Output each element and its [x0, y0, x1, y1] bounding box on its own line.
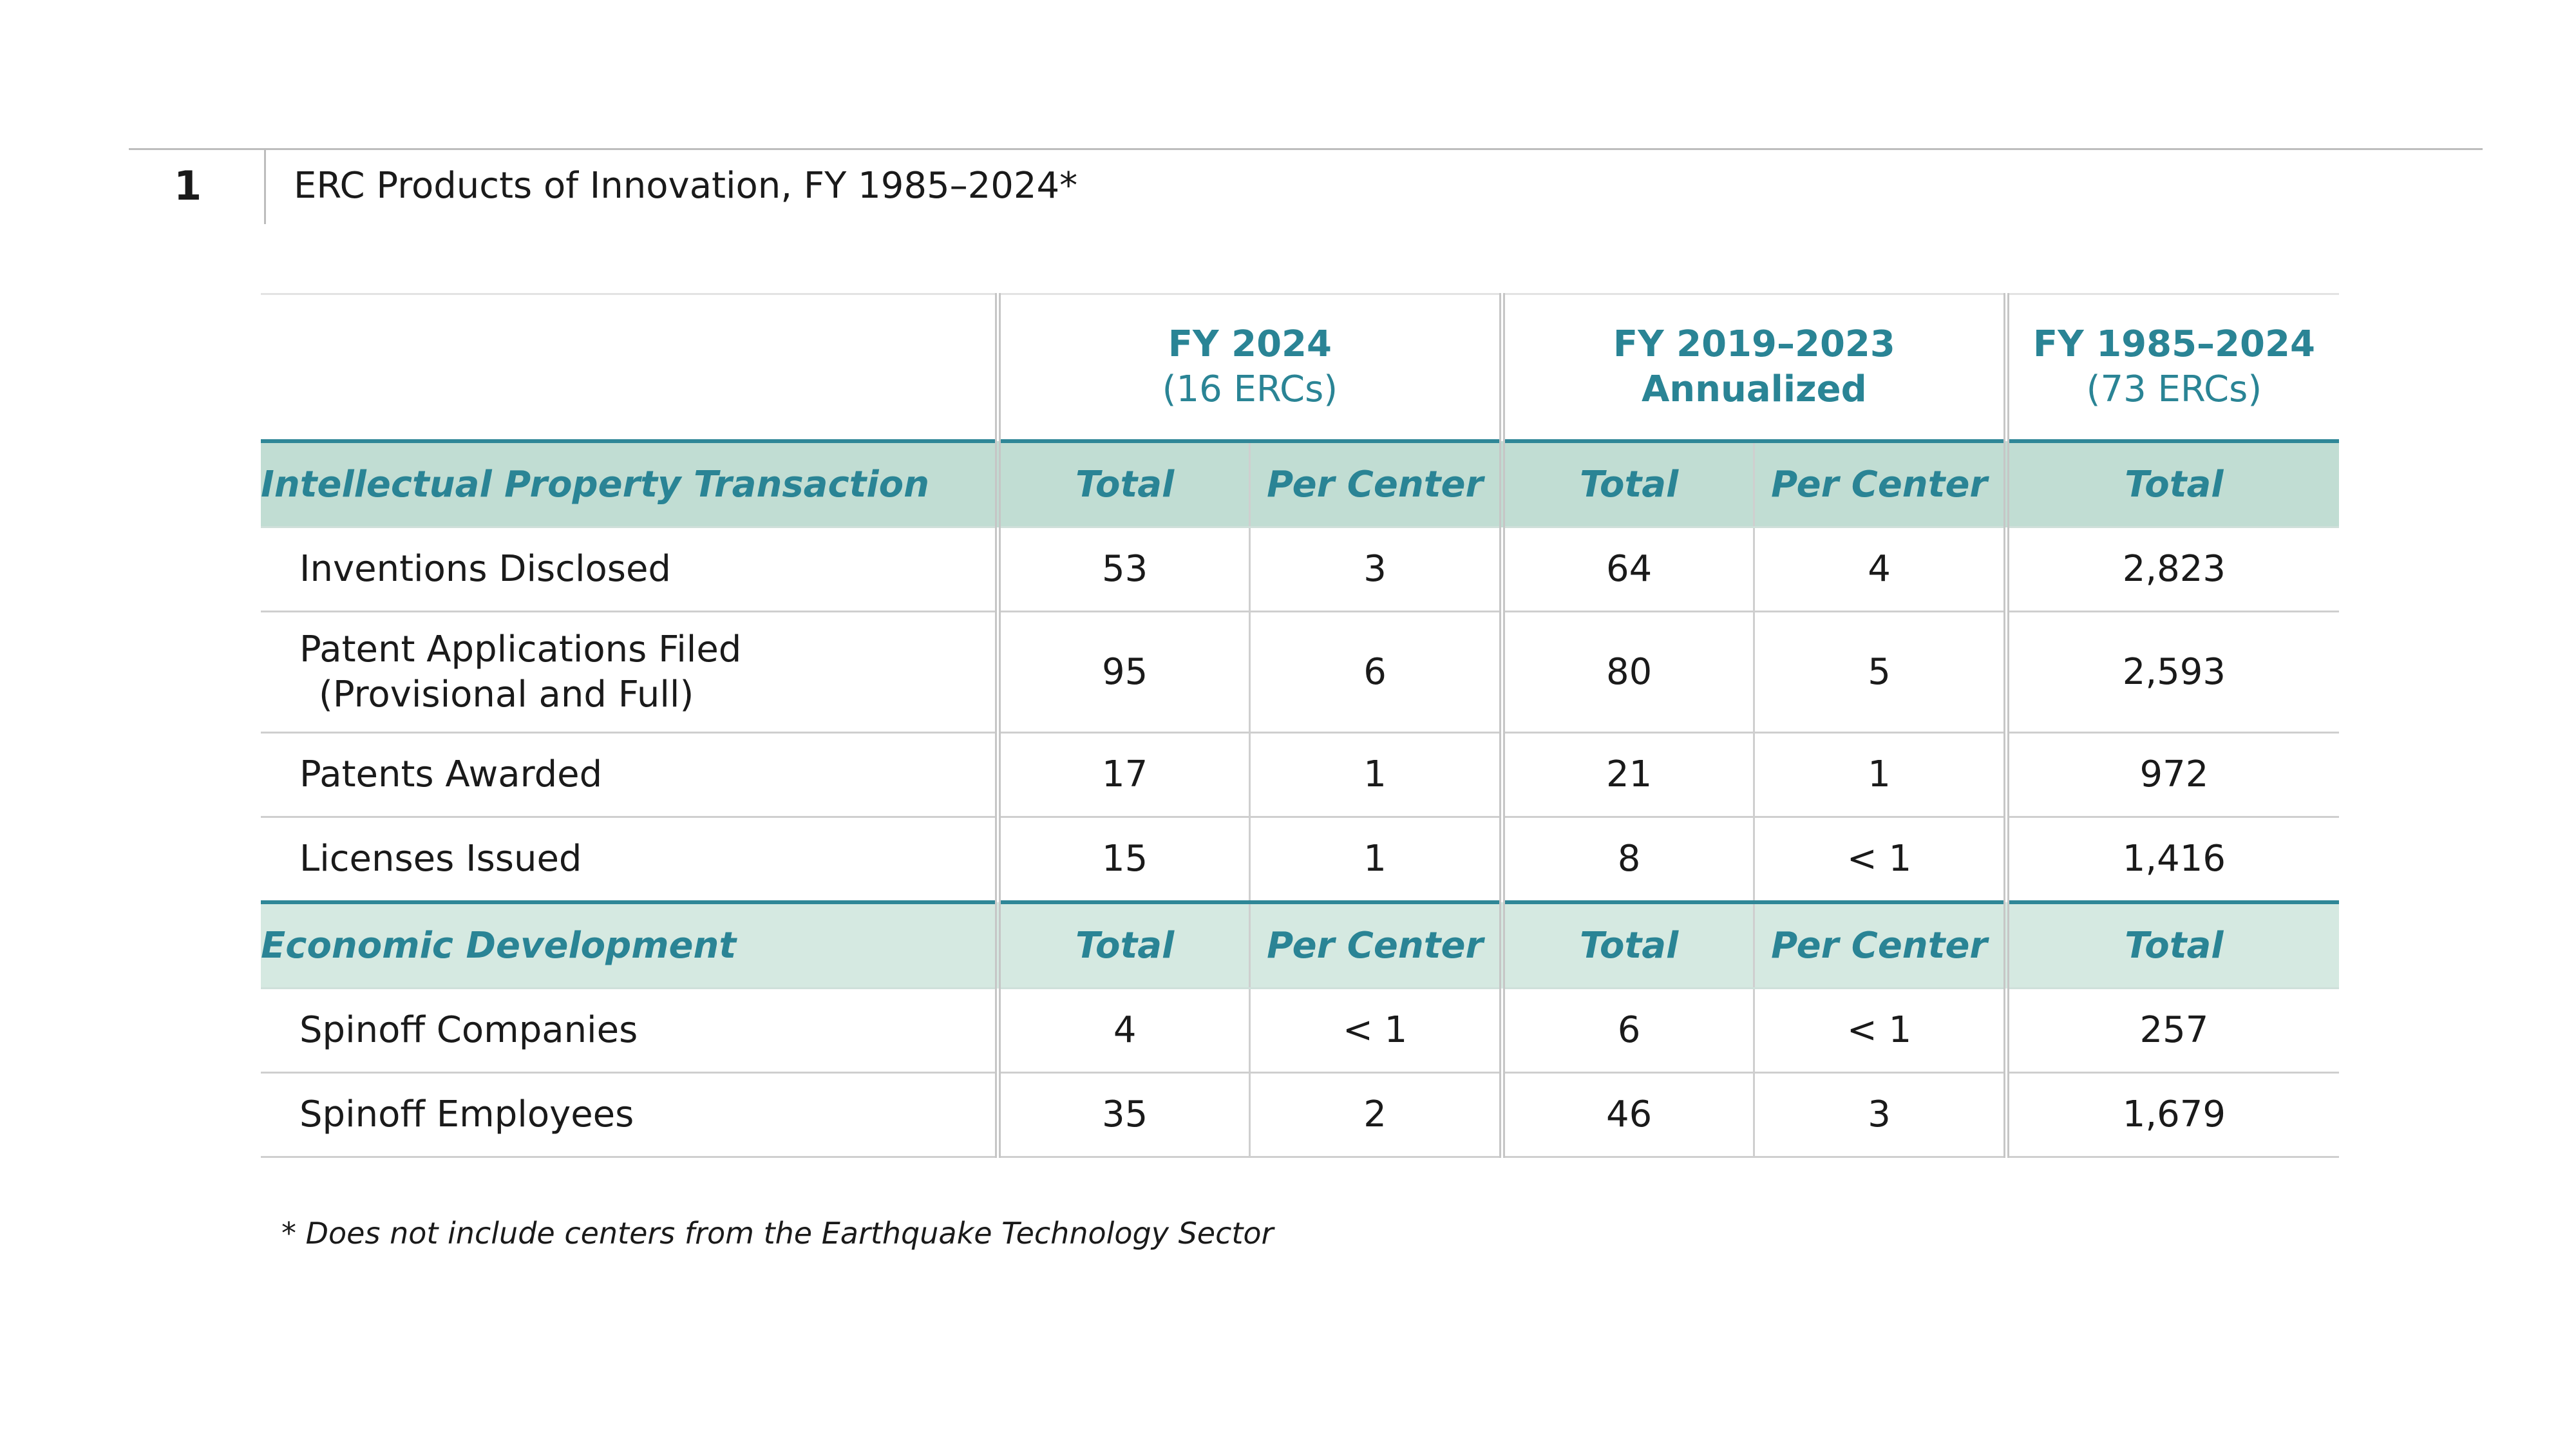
column-header: Total	[994, 900, 1250, 989]
row-label: Patent Applications Filed (Provisional a…	[261, 611, 998, 734]
column-group-fy2024: FY 2024 (16 ERCs)	[994, 293, 1502, 442]
table-row: Patents Awarded 17 1 21 1 972	[261, 732, 2339, 818]
table-cell: 2,823	[2003, 527, 2339, 612]
table-cell: 35	[994, 1072, 1250, 1158]
column-header: Per Center	[1249, 900, 1502, 989]
table-cell: < 1	[1753, 988, 2007, 1074]
row-label: Patents Awarded	[261, 732, 998, 818]
table-cell: < 1	[1249, 988, 1502, 1074]
table-cell: 46	[1499, 1072, 1754, 1158]
table-cell: 6	[1499, 988, 1754, 1074]
table-row: Spinoff Companies 4 < 1 6 < 1 257	[261, 988, 2339, 1074]
column-group-fy2019-2023: FY 2019–2023 Annualized	[1499, 293, 2007, 442]
column-group-subtitle: (73 ERCs)	[2086, 368, 2262, 410]
table-row: Licenses Issued 15 1 8 < 1 1,416	[261, 817, 2339, 904]
table-cell: 80	[1499, 611, 1754, 734]
column-group-title: FY 2019–2023 Annualized	[1613, 323, 1895, 410]
table-cell: 4	[994, 988, 1250, 1074]
table-row: Patent Applications Filed (Provisional a…	[261, 611, 2339, 734]
table-row: Inventions Disclosed 53 3 64 4 2,823	[261, 527, 2339, 612]
column-group-header-row: FY 2024 (16 ERCs) FY 2019–2023 Annualize…	[261, 293, 2339, 442]
column-group-subtitle: (16 ERCs)	[1162, 368, 1338, 410]
column-header: Per Center	[1753, 900, 2007, 989]
table-cell: 1,416	[2003, 817, 2339, 904]
innovation-products-table: FY 2024 (16 ERCs) FY 2019–2023 Annualize…	[261, 293, 2339, 1158]
table-cell: 64	[1499, 527, 1754, 612]
section-title: Economic Development	[261, 900, 998, 989]
section-header-row: Economic Development Total Per Center To…	[261, 900, 2339, 989]
column-header: Total	[2003, 439, 2339, 528]
table-cell: 972	[2003, 732, 2339, 818]
table-cell: 1	[1249, 732, 1502, 818]
section-header-row: Intellectual Property Transaction Total …	[261, 439, 2339, 528]
table-cell: 15	[994, 817, 1250, 904]
column-header: Total	[1499, 439, 1754, 528]
table-cell: 1	[1753, 732, 2007, 818]
row-label: Licenses Issued	[261, 817, 998, 904]
column-group-fy1985-2024: FY 1985–2024 (73 ERCs)	[2003, 293, 2339, 442]
column-group-title: FY 1985–2024	[2032, 323, 2315, 365]
table-cell: < 1	[1753, 817, 2007, 904]
row-label: Inventions Disclosed	[261, 527, 998, 612]
row-label-line: Patent Applications Filed	[299, 628, 742, 670]
table-cell: 3	[1753, 1072, 2007, 1158]
column-header: Total	[2003, 900, 2339, 989]
section-title: Intellectual Property Transaction	[261, 439, 998, 528]
table-cell: 1,679	[2003, 1072, 2339, 1158]
table-cell: 8	[1499, 817, 1754, 904]
table-cell: 5	[1753, 611, 2007, 734]
table-cell: 3	[1249, 527, 1502, 612]
header-blank-cell	[261, 293, 998, 442]
table-cell: 53	[994, 527, 1250, 612]
row-label-line: (Provisional and Full)	[319, 673, 694, 715]
row-label: Spinoff Companies	[261, 988, 998, 1074]
table-cell: 4	[1753, 527, 2007, 612]
table-number: 1	[174, 162, 202, 209]
table-cell: 257	[2003, 988, 2339, 1074]
column-header: Per Center	[1249, 439, 1502, 528]
table-cell: 95	[994, 611, 1250, 734]
column-header: Total	[994, 439, 1250, 528]
table-row: Spinoff Employees 35 2 46 3 1,679	[261, 1072, 2339, 1158]
top-rule	[129, 148, 2483, 150]
column-group-title: FY 2024	[1168, 323, 1332, 365]
table-cell: 1	[1249, 817, 1502, 904]
row-label: Spinoff Employees	[261, 1072, 998, 1158]
table-cell: 21	[1499, 732, 1754, 818]
table-cell: 17	[994, 732, 1250, 818]
column-header: Total	[1499, 900, 1754, 989]
number-divider	[264, 149, 266, 224]
table-cell: 2	[1249, 1072, 1502, 1158]
table-cell: 2,593	[2003, 611, 2339, 734]
column-header: Per Center	[1753, 439, 2007, 528]
table-cell: 6	[1249, 611, 1502, 734]
footnote: * Does not include centers from the Eart…	[281, 1216, 1274, 1251]
table-title: ERC Products of Innovation, FY 1985–2024…	[294, 165, 1078, 207]
